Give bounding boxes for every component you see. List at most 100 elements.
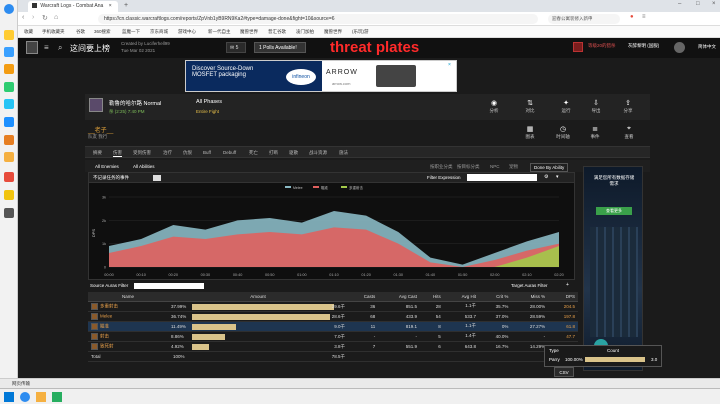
search-field[interactable]: 迎春公寓装修入新申: [548, 14, 620, 24]
boss-name[interactable]: 勒鲁的哈尔路 Normal: [109, 101, 162, 107]
col-amount[interactable]: Amount: [168, 292, 348, 302]
option-run[interactable]: ✦ 运行: [551, 99, 581, 114]
app-icon-7[interactable]: [4, 152, 14, 162]
user-name[interactable]: 灰醉黎明 (国服): [628, 43, 660, 48]
minimize-icon[interactable]: –: [678, 1, 682, 7]
table-row[interactable]: Melee 36.74% 28.6千 68 433.9 54 533.7 37.0% 28.59…: [88, 311, 578, 322]
table-row[interactable]: 多重射击 37.99% 29.6千 36 851.5 28 1.1千 35.7% 28.00% 2…: [88, 301, 578, 312]
ability-name-cell[interactable]: 射击: [88, 331, 168, 342]
tab-active[interactable]: Warcraft Logs - Combat Ana ×: [28, 1, 118, 12]
miss-pct[interactable]: 27.27%: [511, 321, 549, 332]
option-export[interactable]: ⇩ 导出: [581, 99, 611, 114]
menu-icon[interactable]: ≡: [642, 14, 646, 20]
ability-name-cell[interactable]: 瞄准: [88, 321, 168, 332]
view-graph[interactable]: ▦ 图表: [515, 125, 545, 140]
bookmark-item[interactable]: 魔兽世界: [240, 29, 258, 34]
view-timeline[interactable]: ◷ 时间轴: [548, 125, 578, 140]
bookmark-item[interactable]: 普汇谷歌: [268, 29, 286, 34]
character-avatar[interactable]: [573, 42, 583, 52]
filter-link-target[interactable]: 按目标分类: [457, 164, 480, 169]
bookmark-item[interactable]: (乐玩)游: [352, 29, 369, 34]
bookmark-item[interactable]: 蓝魔一下: [122, 29, 140, 34]
filter-expression-input[interactable]: [467, 174, 537, 181]
tab-healing[interactable]: 治疗: [163, 150, 172, 155]
target-auras-filter[interactable]: Target Auras Filter: [511, 283, 548, 288]
bookmark-item[interactable]: 凌门加拍: [296, 29, 314, 34]
taskbar-folder-icon[interactable]: [36, 392, 46, 402]
source-auras-input[interactable]: [134, 283, 204, 289]
app-icon-5[interactable]: [4, 117, 14, 127]
tab-close-icon[interactable]: ×: [108, 3, 112, 9]
start-icon[interactable]: [4, 392, 14, 402]
option-compare[interactable]: ⇅ 对比: [515, 99, 545, 114]
ad-close-icon[interactable]: ×: [448, 62, 451, 68]
legend-label[interactable]: Melee: [293, 186, 303, 190]
app-icon-8[interactable]: [4, 172, 14, 182]
bookmark-item[interactable]: 新一代自主: [208, 29, 231, 34]
col-avg-hit[interactable]: Avg Hit: [443, 292, 480, 302]
legend-label[interactable]: 多重射击: [349, 185, 363, 190]
toggle-checkbox[interactable]: [153, 175, 161, 181]
new-tab-button[interactable]: +: [124, 2, 129, 9]
option-share[interactable]: ⇪ 分享: [613, 99, 643, 114]
bookmark-item[interactable]: 京东商城: [150, 29, 168, 34]
view-map[interactable]: ⌖ 查看: [614, 125, 644, 140]
side-ad[interactable]: 满足您所有数据存储需求 查看更多 云存储解决方案: [583, 166, 643, 371]
bookmark-item[interactable]: 谷歌: [76, 29, 85, 34]
event-filter-select[interactable]: 不记录任务的事件: [93, 175, 129, 180]
side-ad-button[interactable]: 查看更多: [596, 207, 632, 215]
polls-button[interactable]: 1 Polls Available!: [254, 42, 306, 53]
browser-logo-icon[interactable]: [4, 4, 14, 14]
forward-icon[interactable]: ›: [32, 14, 35, 21]
miss-pct[interactable]: 28.00%: [511, 301, 549, 312]
app-icon-10[interactable]: [4, 208, 14, 218]
table-row[interactable]: 瞄准 11.49% 9.0千 11 819.1 8 1.1千 0% 27.27% 61.8: [88, 321, 578, 332]
tab-threat[interactable]: 仇恨: [183, 150, 192, 155]
phase-select[interactable]: All Phases: [196, 99, 222, 105]
favorites-icon[interactable]: [4, 30, 14, 40]
search-icon[interactable]: ⌕: [58, 43, 63, 52]
more-icon[interactable]: ▾: [556, 174, 559, 180]
done-by-select[interactable]: Done By Ability: [530, 163, 569, 172]
col-hits[interactable]: Hits: [420, 292, 444, 302]
tab-interrupts[interactable]: 打断: [269, 150, 278, 155]
tab-damage-done[interactable]: 伤害: [113, 150, 122, 157]
col-miss[interactable]: Miss %: [511, 292, 549, 302]
reload-icon[interactable]: ↻: [42, 15, 48, 22]
app-icon-3[interactable]: [4, 82, 14, 92]
bookmark-item[interactable]: 魔兽世界: [324, 29, 342, 34]
tab-resources[interactable]: 战斗资源: [309, 150, 327, 155]
tab-dispels[interactable]: 驱散: [289, 150, 298, 155]
filter-link-npc[interactable]: NPC: [490, 164, 500, 169]
tab-summary[interactable]: 摘要: [93, 150, 102, 155]
tab-buffs[interactable]: Buff: [203, 150, 211, 155]
taskbar-browser-icon[interactable]: [20, 392, 30, 402]
tab-casts[interactable]: 施法: [339, 150, 348, 155]
col-crit[interactable]: Crit %: [479, 292, 512, 302]
hamburger-menu-icon[interactable]: ≡: [44, 43, 49, 52]
legend-label[interactable]: 瞄准: [321, 185, 329, 190]
avatar[interactable]: [674, 42, 685, 53]
chat-button[interactable]: ✉ 5: [226, 42, 246, 53]
app-icon-9[interactable]: [4, 190, 14, 200]
source-auras-filter[interactable]: Source Auras Filter: [90, 283, 129, 288]
ability-name-cell[interactable]: 致死射: [88, 341, 168, 352]
table-row[interactable]: 射击 8.86% 7.0千 - -5 1.4千 40.0% -47.7: [88, 331, 578, 342]
warcraftlogs-logo-icon[interactable]: [26, 41, 38, 54]
extension-icon[interactable]: ●: [630, 14, 634, 20]
ability-name-cell[interactable]: Melee: [88, 311, 168, 322]
abilities-select[interactable]: All Abilities: [133, 164, 155, 169]
taskbar-app-icon[interactable]: [52, 392, 62, 402]
url-input[interactable]: https://cn.classic.warcraftlogs.com/repo…: [98, 14, 538, 24]
col-dps[interactable]: DPS: [548, 292, 578, 302]
app-icon-2[interactable]: [4, 64, 14, 74]
bookmark-item[interactable]: 收藏: [24, 29, 33, 34]
tab-damage-taken[interactable]: 受到伤害: [133, 150, 151, 155]
settings-icon[interactable]: ⚙: [544, 174, 549, 180]
add-filter-icon[interactable]: +: [566, 282, 569, 288]
miss-pct[interactable]: 28.59%: [511, 311, 549, 322]
miss-pct[interactable]: -: [511, 331, 549, 342]
app-icon-1[interactable]: [4, 47, 14, 57]
filter-link-pets[interactable]: 宠物: [509, 164, 518, 169]
